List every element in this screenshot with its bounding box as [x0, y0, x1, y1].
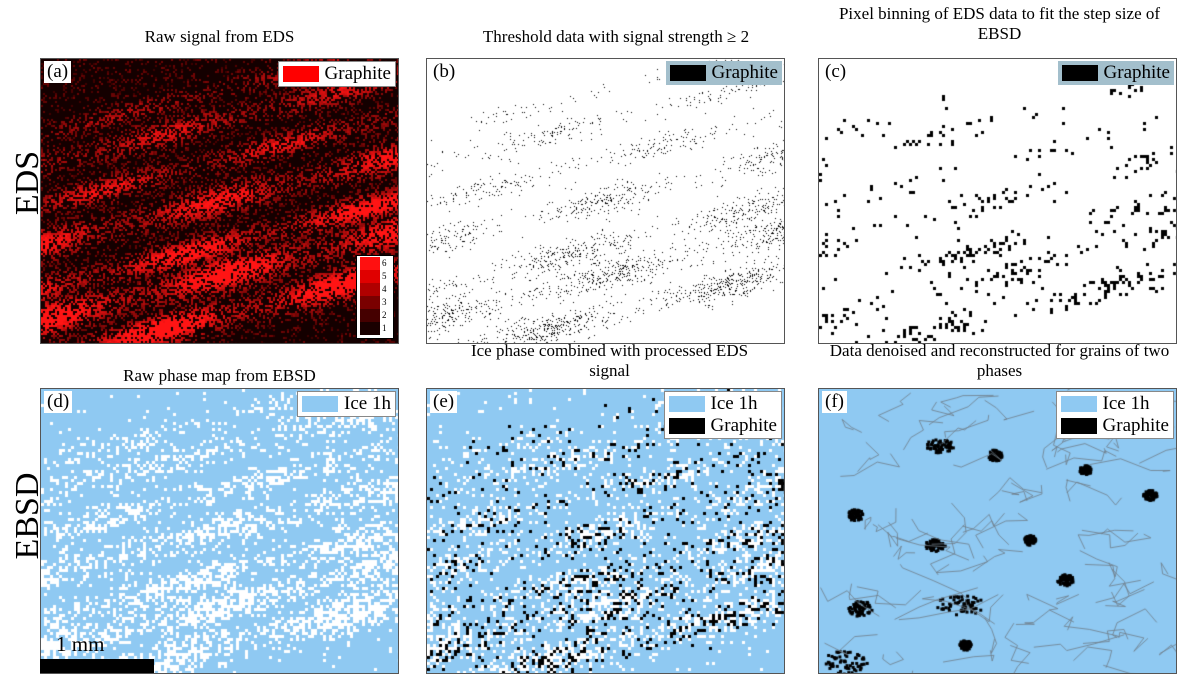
panel-d: (d) Ice 1h	[40, 388, 399, 674]
legend-swatch-graphite	[282, 66, 319, 82]
panel-c-legend: Graphite	[1057, 61, 1174, 85]
panel-c-map	[819, 59, 1176, 343]
colorbar-segment	[360, 296, 380, 309]
panel-f: (f) Ice 1h Graphite	[818, 388, 1177, 674]
panel-b-legend: Graphite	[665, 61, 782, 85]
legend-swatch-graphite	[668, 418, 705, 434]
panel-a-title: Raw signal from EDS	[144, 27, 295, 46]
panel-f-title: Data denoised and reconstructed for grai…	[829, 341, 1170, 380]
panel-c: (c) Graphite	[818, 58, 1177, 344]
colorbar-segment	[360, 283, 380, 296]
colorbar-label: 3	[382, 297, 387, 307]
panel-d-legend: Ice 1h	[297, 391, 396, 417]
panel-e-title: Ice phase combined with processed EDS si…	[470, 341, 749, 380]
legend-label: Graphite	[1102, 415, 1169, 436]
panel-c-title: Pixel binning of EDS data to fit the ste…	[838, 4, 1161, 43]
colorbar-segment	[360, 270, 380, 283]
panel-a-legend: Graphite	[277, 61, 396, 87]
colorbar: 6 5 4 3 2 1	[356, 255, 394, 339]
colorbar-segment	[360, 322, 380, 335]
colorbar-label: 5	[382, 271, 387, 281]
panel-a: (a) Graphite 6 5 4 3 2 1	[40, 58, 399, 344]
panel-b-map	[427, 59, 784, 343]
legend-swatch-ice	[1060, 396, 1097, 412]
legend-label: Graphite	[324, 63, 391, 84]
legend-label: Graphite	[710, 415, 777, 436]
colorbar-label: 4	[382, 284, 387, 294]
colorbar-segment	[360, 257, 380, 270]
panel-d-map	[41, 389, 398, 673]
legend-label: Graphite	[1103, 62, 1170, 83]
panel-b-title: Threshold data with signal strength ≥ 2	[482, 27, 750, 46]
panel-b-letter: (b)	[430, 61, 459, 83]
colorbar-label: 6	[382, 258, 387, 268]
legend-label: Ice 1h	[1102, 393, 1150, 414]
panel-e: (e) Ice 1h Graphite	[426, 388, 785, 674]
legend-swatch-graphite	[1061, 65, 1098, 81]
panel-e-letter: (e)	[430, 391, 458, 413]
legend-label: Ice 1h	[710, 393, 758, 414]
panel-d-letter: (d)	[44, 391, 73, 413]
panel-a-map	[41, 59, 398, 343]
scalebar	[40, 659, 154, 673]
legend-swatch-ice	[668, 396, 705, 412]
legend-label: Graphite	[711, 62, 778, 83]
colorbar-label: 1	[382, 323, 387, 333]
colorbar-label: 2	[382, 310, 387, 320]
panel-f-legend: Ice 1h Graphite	[1055, 391, 1174, 439]
legend-label: Ice 1h	[344, 393, 391, 414]
panel-d-title: Raw phase map from EBSD	[123, 366, 316, 385]
panel-a-letter: (a)	[44, 61, 72, 83]
scalebar-label: 1 mm	[56, 632, 105, 656]
panel-b: (b) Graphite	[426, 58, 785, 344]
legend-swatch-graphite	[669, 65, 706, 81]
legend-swatch-ice	[302, 396, 339, 412]
panel-e-legend: Ice 1h Graphite	[663, 391, 782, 439]
panel-c-letter: (c)	[822, 61, 850, 83]
legend-swatch-graphite	[1060, 418, 1097, 434]
colorbar-segment	[360, 309, 380, 322]
panel-f-letter: (f)	[822, 391, 847, 413]
